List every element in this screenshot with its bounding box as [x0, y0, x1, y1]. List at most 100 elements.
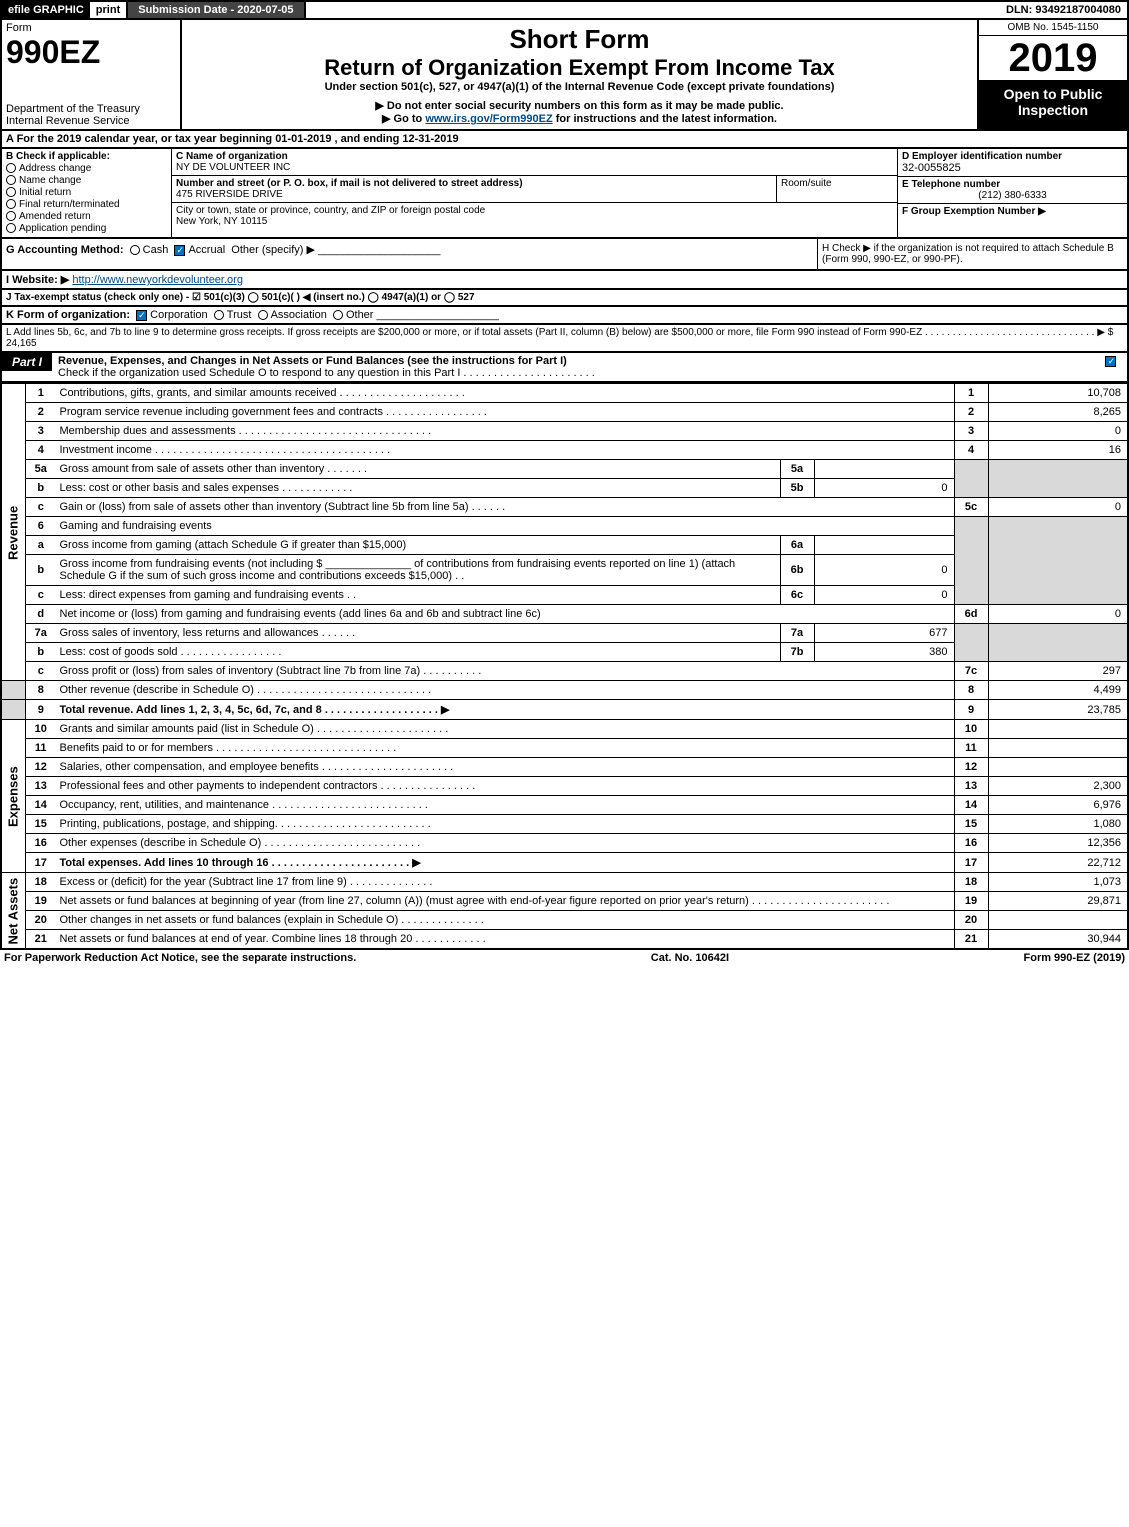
line-6d-no: d: [26, 605, 56, 624]
street-value: 475 RIVERSIDE DRIVE: [176, 189, 283, 200]
header-center: Short Form Return of Organization Exempt…: [182, 20, 977, 129]
line-15-amt: 1,080: [988, 815, 1128, 834]
k-trust: Trust: [227, 309, 252, 321]
row-k: K Form of organization: Corporation Trus…: [0, 307, 1129, 325]
line-1-desc: Contributions, gifts, grants, and simila…: [56, 384, 955, 403]
line-5c-no: c: [26, 498, 56, 517]
line-18-r: 18: [954, 873, 988, 892]
part1-label: Part I: [2, 353, 52, 371]
line-1-no: 1: [26, 384, 56, 403]
print-label[interactable]: print: [90, 2, 126, 18]
g-accrual-label: Accrual: [188, 244, 225, 256]
room-label: Room/suite: [781, 178, 832, 189]
line-9-r: 9: [954, 700, 988, 720]
shade-6: [954, 517, 988, 605]
line-6-no: 6: [26, 517, 56, 536]
line-15-desc: Printing, publications, postage, and shi…: [56, 815, 955, 834]
chk-initial-return[interactable]: Initial return: [6, 187, 167, 198]
line-21-amt: 30,944: [988, 930, 1128, 950]
k-association-radio[interactable]: [258, 310, 268, 320]
side-expenses: Expenses: [1, 720, 26, 873]
chk-application-pending[interactable]: Application pending: [6, 223, 167, 234]
chk-name-change[interactable]: Name change: [6, 175, 167, 186]
chk-address-change[interactable]: Address change: [6, 163, 167, 174]
line-10-amt: [988, 720, 1128, 739]
line-7c-r: 7c: [954, 662, 988, 681]
line-7b-box: 7b: [780, 643, 814, 662]
side-blank-1: [1, 681, 26, 700]
g-cash-radio[interactable]: [130, 245, 140, 255]
omb-label: OMB No. 1545-1150: [979, 20, 1127, 36]
line-13-no: 13: [26, 777, 56, 796]
line-8-desc: Other revenue (describe in Schedule O) .…: [56, 681, 955, 700]
submission-date: Submission Date - 2020-07-05: [126, 2, 305, 18]
line-5a-val: [814, 460, 954, 479]
city-value: New York, NY 10115: [176, 216, 267, 227]
row-i: I Website: ▶ http://www.newyorkdevolunte…: [0, 271, 1129, 290]
line-5a-box: 5a: [780, 460, 814, 479]
dln-label: DLN: 93492187004080: [1000, 2, 1127, 18]
side-netassets: Net Assets: [1, 873, 26, 950]
line-6c-desc: Less: direct expenses from gaming and fu…: [56, 586, 781, 605]
line-4-amt: 16: [988, 441, 1128, 460]
line-6a-desc: Gross income from gaming (attach Schedul…: [56, 536, 781, 555]
line-6d-desc: Net income or (loss) from gaming and fun…: [56, 605, 955, 624]
section-c: C Name of organization NY DE VOLUNTEER I…: [172, 149, 897, 237]
website-link[interactable]: http://www.newyorkdevolunteer.org: [72, 274, 243, 286]
main-table: Revenue 1 Contributions, gifts, grants, …: [0, 383, 1129, 950]
line-2-desc: Program service revenue including govern…: [56, 403, 955, 422]
line-4-desc: Investment income . . . . . . . . . . . …: [56, 441, 955, 460]
goto-link[interactable]: www.irs.gov/Form990EZ: [425, 113, 552, 125]
footer-mid: Cat. No. 10642I: [651, 952, 729, 964]
form-number: 990EZ: [6, 34, 176, 71]
line-5b-no: b: [26, 479, 56, 498]
chk-final-return[interactable]: Final return/terminated: [6, 199, 167, 210]
city-label: City or town, state or province, country…: [176, 205, 485, 216]
line-3-desc: Membership dues and assessments . . . . …: [56, 422, 955, 441]
line-17-desc: Total expenses. Add lines 10 through 16 …: [56, 853, 955, 873]
g-cash-label: Cash: [143, 244, 169, 256]
line-14-amt: 6,976: [988, 796, 1128, 815]
goto-post: for instructions and the latest informat…: [553, 113, 777, 125]
form-label: Form: [6, 22, 176, 34]
line-6d-r: 6d: [954, 605, 988, 624]
k-association: Association: [271, 309, 327, 321]
side-revenue: Revenue: [1, 384, 26, 681]
info-grid: B Check if applicable: Address change Na…: [0, 149, 1129, 239]
line-11-no: 11: [26, 739, 56, 758]
line-2-no: 2: [26, 403, 56, 422]
section-b: B Check if applicable: Address change Na…: [2, 149, 172, 237]
line-6b-no: b: [26, 555, 56, 586]
line-7c-desc: Gross profit or (loss) from sales of inv…: [56, 662, 955, 681]
header-left: Form 990EZ Department of the Treasury In…: [2, 20, 182, 129]
k-other-radio[interactable]: [333, 310, 343, 320]
dept-treasury: Department of the Treasury: [6, 103, 140, 115]
line-4-r: 4: [954, 441, 988, 460]
j-text: J Tax-exempt status (check only one) - ☑…: [6, 292, 475, 303]
line-6b-box: 6b: [780, 555, 814, 586]
k-corporation-check[interactable]: [136, 310, 147, 321]
line-3-r: 3: [954, 422, 988, 441]
org-name: NY DE VOLUNTEER INC: [176, 162, 290, 173]
line-8-no: 8: [26, 681, 56, 700]
line-7a-val: 677: [814, 624, 954, 643]
shade-7-amt: [988, 624, 1128, 662]
k-trust-radio[interactable]: [214, 310, 224, 320]
line-6a-box: 6a: [780, 536, 814, 555]
line-15-r: 15: [954, 815, 988, 834]
part1-checkbox[interactable]: [1097, 353, 1127, 369]
line-18-amt: 1,073: [988, 873, 1128, 892]
line-8-amt: 4,499: [988, 681, 1128, 700]
goto-note: ▶ Go to www.irs.gov/Form990EZ for instru…: [186, 112, 973, 125]
k-corporation: Corporation: [150, 309, 207, 321]
section-d: D Employer identification number 32-0055…: [897, 149, 1127, 237]
g-accrual-check[interactable]: [174, 245, 185, 256]
shade-5: [954, 460, 988, 498]
efile-label: efile GRAPHIC: [2, 2, 90, 18]
line-2-amt: 8,265: [988, 403, 1128, 422]
line-5c-desc: Gain or (loss) from sale of assets other…: [56, 498, 955, 517]
chk-amended-return[interactable]: Amended return: [6, 211, 167, 222]
top-bar: efile GRAPHIC print Submission Date - 20…: [0, 0, 1129, 20]
line-16-no: 16: [26, 834, 56, 853]
line-11-amt: [988, 739, 1128, 758]
